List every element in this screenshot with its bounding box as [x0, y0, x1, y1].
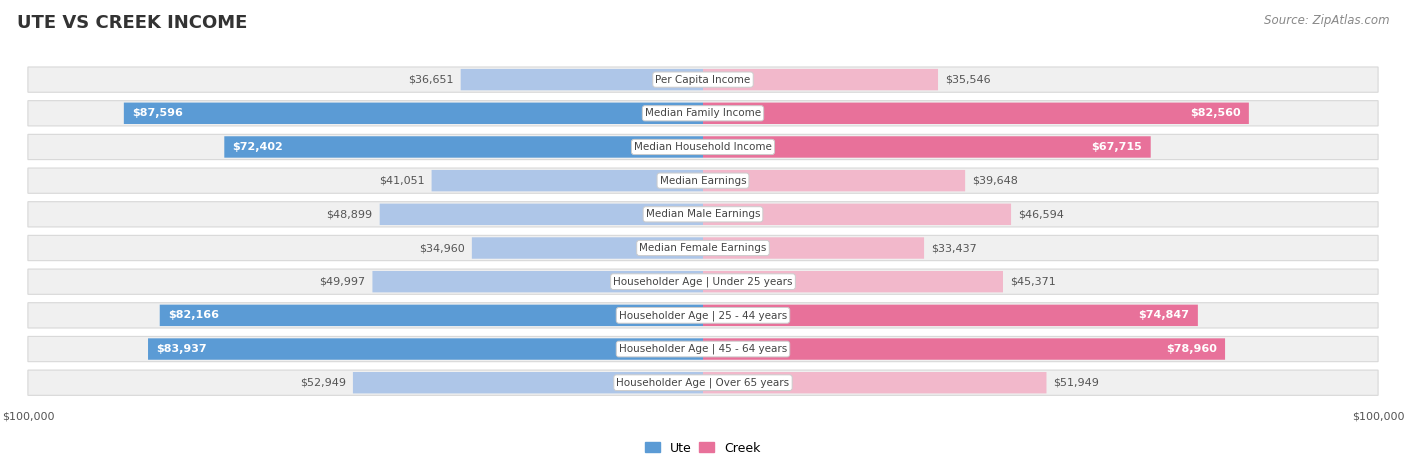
- FancyBboxPatch shape: [160, 304, 703, 326]
- Text: Source: ZipAtlas.com: Source: ZipAtlas.com: [1264, 14, 1389, 27]
- Text: $45,371: $45,371: [1010, 276, 1056, 287]
- Text: $41,051: $41,051: [380, 176, 425, 186]
- Text: Median Family Income: Median Family Income: [645, 108, 761, 118]
- FancyBboxPatch shape: [28, 336, 1378, 361]
- FancyBboxPatch shape: [28, 101, 1378, 126]
- Text: Median Male Earnings: Median Male Earnings: [645, 209, 761, 219]
- FancyBboxPatch shape: [703, 237, 924, 259]
- Text: $49,997: $49,997: [319, 276, 366, 287]
- Text: Median Earnings: Median Earnings: [659, 176, 747, 186]
- FancyBboxPatch shape: [28, 303, 1378, 328]
- Text: $78,960: $78,960: [1166, 344, 1216, 354]
- FancyBboxPatch shape: [703, 69, 938, 90]
- Text: $35,546: $35,546: [945, 75, 991, 85]
- FancyBboxPatch shape: [432, 170, 703, 191]
- Text: $48,899: $48,899: [326, 209, 373, 219]
- Text: $67,715: $67,715: [1091, 142, 1142, 152]
- FancyBboxPatch shape: [28, 67, 1378, 92]
- FancyBboxPatch shape: [148, 338, 703, 360]
- FancyBboxPatch shape: [703, 204, 1011, 225]
- Text: $33,437: $33,437: [931, 243, 977, 253]
- FancyBboxPatch shape: [703, 103, 1249, 124]
- Text: $87,596: $87,596: [132, 108, 183, 118]
- Text: $83,937: $83,937: [156, 344, 207, 354]
- FancyBboxPatch shape: [373, 271, 703, 292]
- FancyBboxPatch shape: [28, 269, 1378, 294]
- Text: $51,949: $51,949: [1053, 378, 1099, 388]
- FancyBboxPatch shape: [703, 372, 1046, 393]
- Text: $46,594: $46,594: [1018, 209, 1064, 219]
- FancyBboxPatch shape: [28, 370, 1378, 396]
- FancyBboxPatch shape: [703, 136, 1150, 158]
- Text: Median Household Income: Median Household Income: [634, 142, 772, 152]
- FancyBboxPatch shape: [28, 134, 1378, 160]
- Text: Householder Age | Over 65 years: Householder Age | Over 65 years: [616, 377, 790, 388]
- FancyBboxPatch shape: [461, 69, 703, 90]
- FancyBboxPatch shape: [703, 338, 1225, 360]
- FancyBboxPatch shape: [28, 202, 1378, 227]
- Text: $82,166: $82,166: [169, 311, 219, 320]
- Text: $52,949: $52,949: [299, 378, 346, 388]
- FancyBboxPatch shape: [472, 237, 703, 259]
- Text: UTE VS CREEK INCOME: UTE VS CREEK INCOME: [17, 14, 247, 32]
- FancyBboxPatch shape: [124, 103, 703, 124]
- Text: Householder Age | 25 - 44 years: Householder Age | 25 - 44 years: [619, 310, 787, 321]
- FancyBboxPatch shape: [703, 271, 1002, 292]
- Legend: Ute, Creek: Ute, Creek: [640, 437, 766, 460]
- Text: $39,648: $39,648: [972, 176, 1018, 186]
- FancyBboxPatch shape: [28, 235, 1378, 261]
- Text: Median Female Earnings: Median Female Earnings: [640, 243, 766, 253]
- FancyBboxPatch shape: [380, 204, 703, 225]
- Text: $36,651: $36,651: [408, 75, 454, 85]
- FancyBboxPatch shape: [703, 170, 965, 191]
- Text: $74,847: $74,847: [1139, 311, 1189, 320]
- Text: Householder Age | Under 25 years: Householder Age | Under 25 years: [613, 276, 793, 287]
- Text: $34,960: $34,960: [419, 243, 465, 253]
- Text: $72,402: $72,402: [232, 142, 284, 152]
- Text: $82,560: $82,560: [1189, 108, 1240, 118]
- FancyBboxPatch shape: [703, 304, 1198, 326]
- FancyBboxPatch shape: [225, 136, 703, 158]
- FancyBboxPatch shape: [353, 372, 703, 393]
- Text: Per Capita Income: Per Capita Income: [655, 75, 751, 85]
- FancyBboxPatch shape: [28, 168, 1378, 193]
- Text: Householder Age | 45 - 64 years: Householder Age | 45 - 64 years: [619, 344, 787, 354]
